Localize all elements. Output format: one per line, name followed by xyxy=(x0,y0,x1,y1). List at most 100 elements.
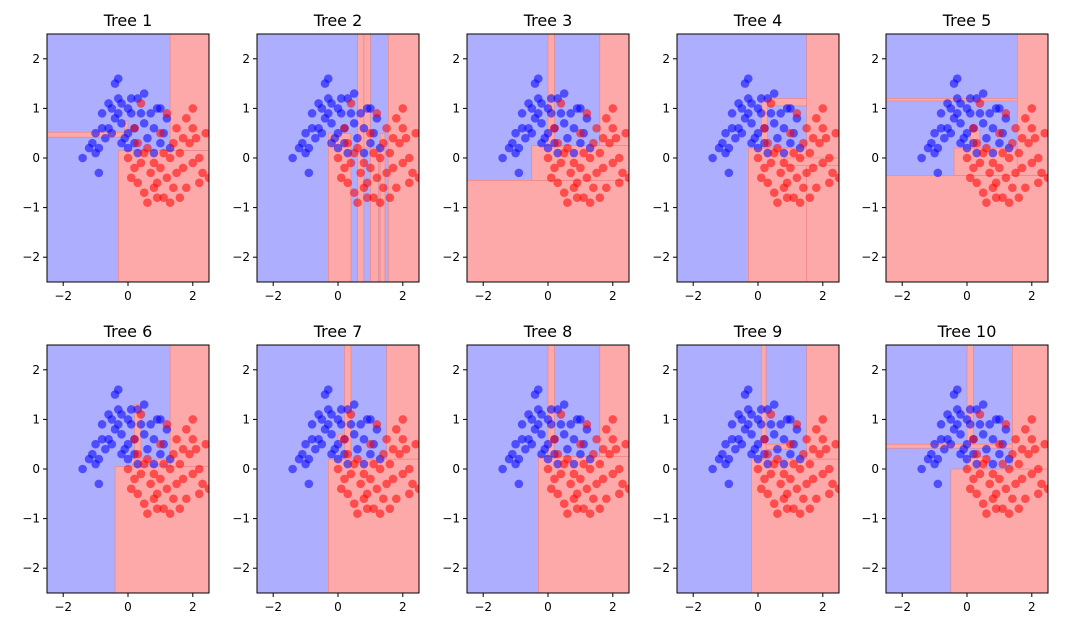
point-class0 xyxy=(556,420,566,429)
point-class1 xyxy=(401,444,411,454)
point-class0 xyxy=(97,434,107,444)
point-class0 xyxy=(327,138,336,148)
point-class1 xyxy=(392,114,401,123)
y-tick-label: −2 xyxy=(652,250,670,264)
region-class1 xyxy=(169,345,209,467)
point-class0 xyxy=(956,138,965,148)
point-class1 xyxy=(1017,474,1027,484)
y-tick-label: 0 xyxy=(871,151,879,165)
point-class1 xyxy=(831,128,839,138)
point-class1 xyxy=(605,138,614,148)
point-class1 xyxy=(333,464,343,474)
point-class1 xyxy=(978,499,988,509)
point-class0 xyxy=(336,94,346,103)
point-class0 xyxy=(972,148,982,158)
point-class0 xyxy=(708,153,717,163)
point-class1 xyxy=(975,469,985,479)
point-class0 xyxy=(940,133,949,143)
point-class1 xyxy=(201,128,209,138)
point-class1 xyxy=(1011,123,1020,133)
x-tick-label: 0 xyxy=(334,289,342,303)
x-tick-label: 2 xyxy=(1028,600,1036,614)
point-class0 xyxy=(553,148,563,158)
point-class0 xyxy=(569,459,579,469)
point-class0 xyxy=(962,454,972,464)
y-tick-label: 0 xyxy=(662,462,670,476)
point-class0 xyxy=(776,109,785,118)
point-class1 xyxy=(766,469,776,479)
region-class1 xyxy=(370,147,379,282)
point-class1 xyxy=(998,504,1007,513)
point-class1 xyxy=(802,434,811,444)
point-class0 xyxy=(533,385,543,394)
point-class0 xyxy=(511,439,520,449)
point-class1 xyxy=(776,479,785,489)
point-class0 xyxy=(718,449,727,459)
x-tick-label: −2 xyxy=(474,600,492,614)
y-tick-label: −2 xyxy=(22,561,40,575)
panel-4: Tree 4 −2 0 2 −2 −1 0 1 2 xyxy=(652,11,840,303)
point-class1 xyxy=(169,494,178,504)
point-class0 xyxy=(731,444,740,454)
point-class0 xyxy=(511,459,520,469)
point-class1 xyxy=(779,494,789,504)
point-class0 xyxy=(94,479,104,489)
region-class1 xyxy=(950,468,1048,593)
point-class1 xyxy=(773,509,782,518)
point-class0 xyxy=(988,123,998,133)
point-class0 xyxy=(349,429,359,439)
point-class0 xyxy=(288,464,297,474)
point-class1 xyxy=(165,464,175,474)
point-class0 xyxy=(333,143,343,153)
point-class0 xyxy=(927,138,936,148)
point-class1 xyxy=(1040,128,1048,138)
x-tick-label: 0 xyxy=(754,600,762,614)
point-class1 xyxy=(162,420,172,429)
point-class0 xyxy=(965,94,975,103)
point-class1 xyxy=(792,420,802,429)
point-class1 xyxy=(602,425,611,434)
y-tick-label: 1 xyxy=(871,412,879,426)
point-class0 xyxy=(533,420,543,429)
point-class1 xyxy=(802,123,811,133)
point-class1 xyxy=(133,178,143,188)
point-class0 xyxy=(307,123,317,133)
point-class0 xyxy=(336,109,346,118)
point-class1 xyxy=(159,193,168,202)
point-class0 xyxy=(511,128,520,138)
point-class0 xyxy=(323,385,333,394)
point-class0 xyxy=(753,439,763,449)
point-class0 xyxy=(988,148,998,158)
point-class0 xyxy=(727,123,737,133)
point-class1 xyxy=(618,168,627,178)
point-class1 xyxy=(1027,104,1037,113)
point-class0 xyxy=(975,420,985,429)
point-class0 xyxy=(139,89,149,98)
panel-title: Tree 6 xyxy=(103,322,153,341)
point-class0 xyxy=(346,109,356,118)
point-class0 xyxy=(569,123,579,133)
point-class1 xyxy=(372,109,382,118)
point-class0 xyxy=(498,464,507,474)
point-class1 xyxy=(969,474,978,484)
point-class0 xyxy=(543,143,553,153)
x-tick-label: 0 xyxy=(334,600,342,614)
point-class0 xyxy=(743,94,753,103)
point-class0 xyxy=(533,109,543,118)
y-tick-label: 2 xyxy=(871,363,879,377)
point-class1 xyxy=(172,434,181,444)
point-class0 xyxy=(936,420,946,429)
panel-9: Tree 9 −2 0 2 −2 −1 0 1 2 xyxy=(652,322,840,614)
point-class1 xyxy=(769,499,779,509)
y-tick-label: −1 xyxy=(861,201,879,215)
point-class0 xyxy=(517,434,527,444)
plot-area xyxy=(467,34,629,282)
x-tick-label: −2 xyxy=(264,600,282,614)
point-class0 xyxy=(113,109,123,118)
point-class0 xyxy=(779,434,789,444)
point-class1 xyxy=(1021,494,1030,504)
point-class0 xyxy=(301,439,310,449)
point-class1 xyxy=(1043,484,1048,494)
point-class1 xyxy=(975,410,985,419)
plot-area xyxy=(677,345,839,593)
